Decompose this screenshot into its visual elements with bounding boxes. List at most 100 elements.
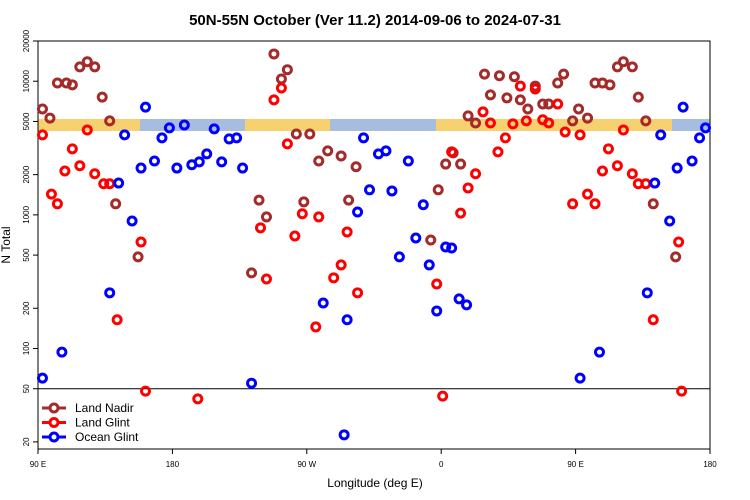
point bbox=[289, 230, 301, 242]
point bbox=[281, 64, 293, 76]
point bbox=[582, 188, 594, 200]
x-tick-label: 180 bbox=[703, 460, 717, 469]
point bbox=[260, 211, 272, 223]
point bbox=[617, 56, 629, 68]
legend-label: Land Glint bbox=[75, 416, 130, 430]
point bbox=[44, 112, 56, 124]
point bbox=[192, 393, 204, 405]
x-tick-label: 90 E bbox=[567, 460, 583, 469]
point bbox=[275, 82, 287, 94]
point bbox=[201, 148, 213, 160]
point bbox=[140, 101, 152, 113]
point bbox=[171, 162, 183, 174]
series bbox=[36, 48, 682, 279]
point bbox=[313, 155, 325, 167]
point bbox=[470, 117, 482, 129]
point bbox=[358, 132, 370, 144]
point bbox=[104, 287, 116, 299]
point bbox=[135, 236, 147, 248]
point bbox=[36, 372, 48, 384]
point bbox=[310, 321, 322, 333]
point bbox=[81, 56, 93, 68]
point bbox=[507, 118, 519, 130]
y-tick-label: 50 bbox=[22, 384, 31, 393]
point bbox=[113, 177, 125, 189]
y-tick-label: 10000 bbox=[22, 70, 31, 93]
point bbox=[596, 165, 608, 177]
point bbox=[89, 168, 101, 180]
point bbox=[446, 242, 458, 254]
point bbox=[453, 293, 465, 305]
point bbox=[462, 110, 474, 122]
point bbox=[341, 226, 353, 238]
point bbox=[670, 251, 682, 263]
y-tick-label: 500 bbox=[22, 248, 31, 262]
legend-marker bbox=[48, 402, 60, 414]
point bbox=[322, 145, 334, 157]
point bbox=[328, 272, 340, 284]
point bbox=[338, 429, 350, 441]
point bbox=[501, 92, 513, 104]
point bbox=[296, 208, 308, 220]
point bbox=[552, 77, 564, 89]
point bbox=[558, 68, 570, 80]
point bbox=[352, 206, 364, 218]
point bbox=[148, 155, 160, 167]
point bbox=[543, 98, 555, 110]
point bbox=[529, 83, 541, 95]
point bbox=[574, 129, 586, 141]
point bbox=[74, 160, 86, 172]
point bbox=[664, 215, 676, 227]
x-tick-label: 90 W bbox=[297, 460, 316, 469]
point bbox=[432, 184, 444, 196]
point bbox=[335, 150, 347, 162]
point bbox=[626, 61, 638, 73]
point bbox=[193, 156, 205, 168]
point bbox=[522, 103, 534, 115]
point bbox=[304, 128, 316, 140]
point bbox=[410, 232, 422, 244]
point bbox=[446, 146, 458, 158]
point bbox=[641, 287, 653, 299]
point bbox=[647, 198, 659, 210]
point bbox=[573, 103, 585, 115]
point bbox=[626, 168, 638, 180]
point bbox=[335, 259, 347, 271]
chart-title: 50N-55N October (Ver 11.2) 2014-09-06 to… bbox=[189, 12, 561, 29]
point bbox=[135, 162, 147, 174]
point bbox=[470, 168, 482, 180]
point bbox=[255, 222, 267, 234]
point bbox=[514, 80, 526, 92]
point bbox=[126, 215, 138, 227]
point bbox=[431, 305, 443, 317]
point bbox=[268, 94, 280, 106]
point bbox=[111, 314, 123, 326]
plot-frame bbox=[37, 40, 711, 450]
y-tick-label: 5000 bbox=[22, 112, 31, 130]
point bbox=[343, 194, 355, 206]
legend-label: Ocean Glint bbox=[75, 430, 139, 444]
point bbox=[59, 165, 71, 177]
point bbox=[89, 61, 101, 73]
point bbox=[574, 372, 586, 384]
point bbox=[268, 48, 280, 60]
legend-marker bbox=[48, 417, 60, 428]
point bbox=[51, 77, 63, 89]
point bbox=[552, 98, 564, 110]
point bbox=[514, 94, 526, 106]
point bbox=[694, 132, 706, 144]
point bbox=[66, 143, 78, 155]
point bbox=[237, 162, 249, 174]
point bbox=[56, 346, 68, 358]
point bbox=[96, 91, 108, 103]
point bbox=[647, 314, 659, 326]
point bbox=[163, 122, 175, 134]
point bbox=[216, 156, 228, 168]
y-tick-label: 200 bbox=[22, 301, 31, 315]
point bbox=[508, 71, 520, 83]
point bbox=[231, 132, 243, 144]
point bbox=[74, 61, 86, 73]
point bbox=[677, 101, 689, 113]
point bbox=[700, 122, 712, 134]
